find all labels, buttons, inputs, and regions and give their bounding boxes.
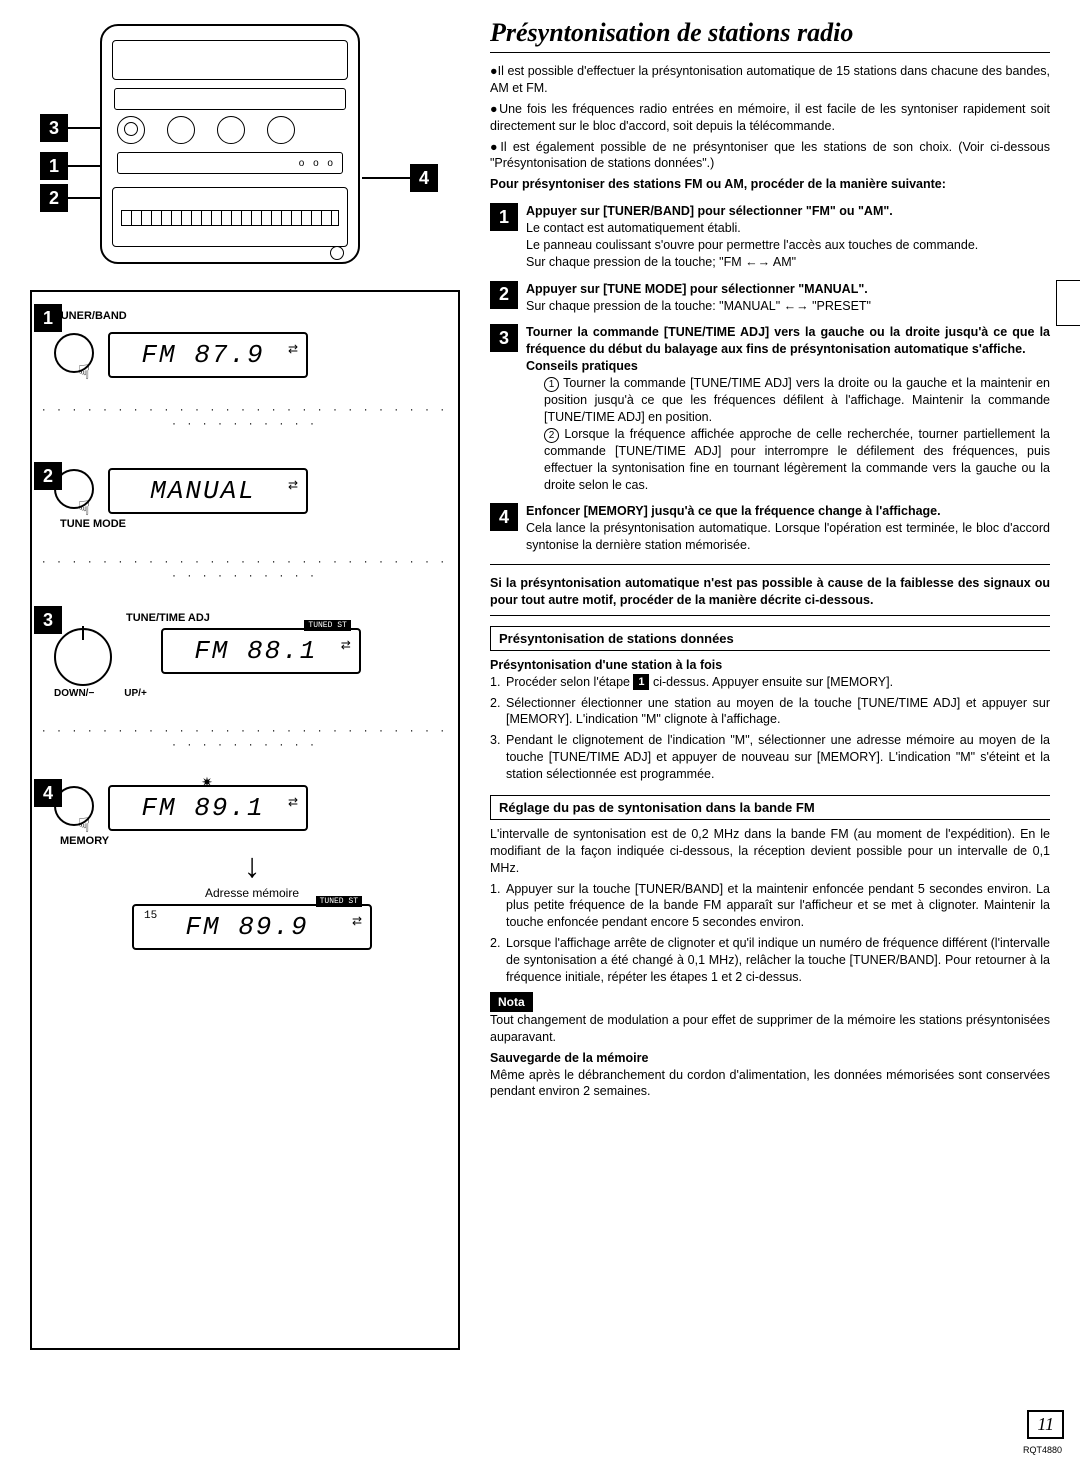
left-column: 3 1 2 4 o o o 1 TUNER/BAND <box>30 18 470 1350</box>
label-tune-time: TUNE/TIME ADJ <box>126 612 450 624</box>
fm-steps: Appuyer sur la touche [TUNER/BAND] et la… <box>490 881 1050 986</box>
knob-tunetime <box>54 628 112 686</box>
page-number: 11 <box>1027 1410 1064 1439</box>
nota-label: Nota <box>490 992 533 1012</box>
callout-2: 2 <box>40 184 68 212</box>
side-box <box>1056 280 1080 326</box>
preset-sub: Présyntonisation d'une station à la fois <box>490 657 1050 674</box>
label-memory: MEMORY <box>60 835 450 847</box>
step-num-4: 4 <box>490 503 518 531</box>
page-title: Présyntonisation de stations radio <box>490 18 1050 53</box>
step-num-3: 3 <box>490 324 518 352</box>
callout-4: 4 <box>410 164 438 192</box>
callout-3: 3 <box>40 114 68 142</box>
lcd-fm891: ✷ FM 89.1⇄ <box>108 785 308 831</box>
label-up: UP/+ <box>124 688 147 699</box>
label-adresse: Adresse mémoire <box>54 886 450 900</box>
preset-steps: Procéder selon l'étape 1 ci-dessus. Appu… <box>490 674 1050 783</box>
arrow-down-icon: ↓ <box>54 847 450 886</box>
section-fm-step: Réglage du pas de syntonisation dans la … <box>490 795 1050 820</box>
left-steps-panel: 1 TUNER/BAND ☟ FM 87.9⇄ · · · · · · · · … <box>30 290 460 1350</box>
divider-note: Si la présyntonisation automatique n'est… <box>490 575 1050 609</box>
panel-step-4: 4 ☟ ✷ FM 89.1⇄ MEMORY ↓ Ad <box>40 785 450 950</box>
lcd-fm879: FM 87.9⇄ <box>108 332 308 378</box>
right-column: Présyntonisation de stations radio ●Il e… <box>490 18 1050 1350</box>
stereo-illustration: 3 1 2 4 o o o <box>100 24 470 264</box>
fm-intro: L'intervalle de syntonisation est de 0,2… <box>490 826 1050 877</box>
label-down: DOWN/− <box>54 688 94 699</box>
hand-icon: ☟ <box>78 496 90 521</box>
separator-dots: · · · · · · · · · · · · · · · · · · · · … <box>40 554 450 582</box>
separator-dots: · · · · · · · · · · · · · · · · · · · · … <box>40 402 450 430</box>
lcd-manual: MANUAL⇄ <box>108 468 308 514</box>
section-preset-stations: Présyntonisation de stations données <box>490 626 1050 651</box>
panel-step-1: 1 TUNER/BAND ☟ FM 87.9⇄ <box>40 310 450 378</box>
step-num-1: 1 <box>490 203 518 231</box>
step-1: 1 Appuyer sur [TUNER/BAND] pour sélectio… <box>490 203 1050 271</box>
preset-15: 15 <box>144 910 157 922</box>
lcd-fm899: 15 TUNED ST FM 89.9⇄ <box>132 904 372 950</box>
label-tuner-band: TUNER/BAND <box>54 310 450 322</box>
step-num-2: 2 <box>490 281 518 309</box>
tuned-badge: TUNED ST <box>316 896 362 907</box>
save-text: Même après le débranchement du cordon d'… <box>490 1067 1050 1101</box>
label-tune-mode: TUNE MODE <box>60 518 450 530</box>
panel-num-3: 3 <box>34 606 62 634</box>
panel-step-2: 2 ☟ MANUAL⇄ TUNE MODE <box>40 468 450 530</box>
callout-1: 1 <box>40 152 68 180</box>
lcd-fm881: TUNED ST FM 88.1⇄ <box>161 628 361 674</box>
tuned-badge: TUNED ST <box>304 620 350 631</box>
nota-text: Tout changement de modulation a pour eff… <box>490 1012 1050 1046</box>
panel-num-1: 1 <box>34 304 62 332</box>
save-head: Sauvegarde de la mémoire <box>490 1050 1050 1067</box>
hand-icon: ☟ <box>78 360 90 385</box>
step-2: 2 Appuyer sur [TUNE MODE] pour sélection… <box>490 281 1050 315</box>
footer-code: RQT4880 <box>1023 1445 1062 1455</box>
hand-icon: ☟ <box>78 813 90 838</box>
step-3: 3 Tourner la commande [TUNE/TIME ADJ] ve… <box>490 324 1050 493</box>
intro-bullets: ●Il est possible d'effectuer la présynto… <box>490 63 1050 193</box>
separator-dots: · · · · · · · · · · · · · · · · · · · · … <box>40 723 450 751</box>
panel-step-3: 3 TUNE/TIME ADJ DOWN/− UP/+ TUNED ST <box>40 612 450 699</box>
step-4: 4 Enfoncer [MEMORY] jusqu'à ce que la fr… <box>490 503 1050 554</box>
